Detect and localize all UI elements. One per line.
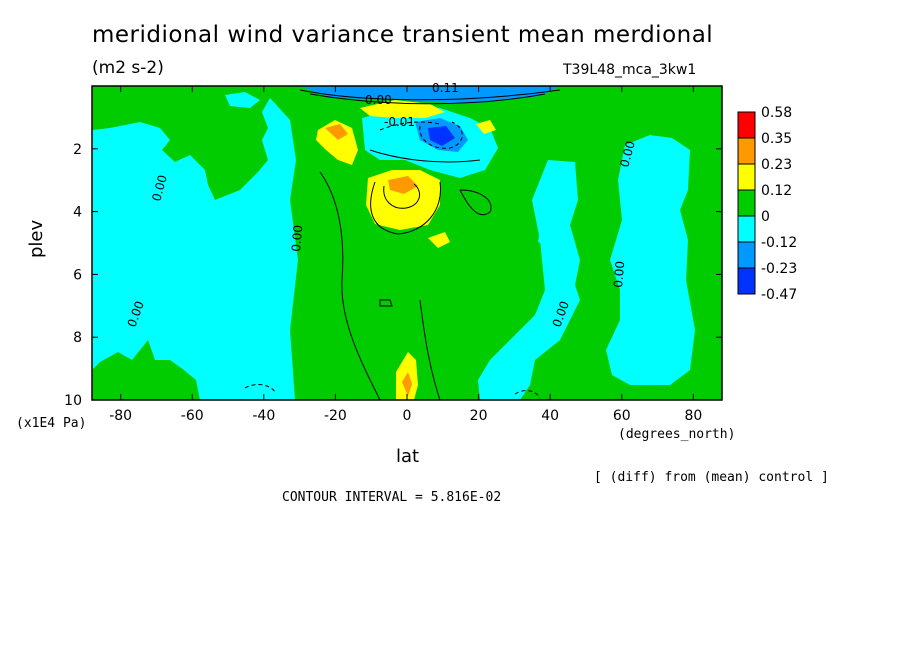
region-nh-negative-right (606, 135, 695, 385)
contour-line (419, 121, 463, 149)
chart-units: (m2 s-2) (92, 58, 164, 78)
x-axis-label: lat (396, 446, 420, 467)
x-tick-label: 80 (684, 408, 702, 424)
x-tick-label: 20 (470, 408, 488, 424)
contour-lines (244, 89, 561, 401)
contour-label: 0.00 (617, 139, 637, 168)
colorbar-label: 0 (761, 209, 770, 225)
colorbar-label: 0.23 (761, 157, 792, 173)
x-tick-label: -60 (181, 408, 204, 424)
colorbar-label: -0.12 (761, 235, 797, 251)
x-axis: -80 -60 -40 -20 0 20 40 60 80 (109, 86, 702, 424)
contour-label: 0.00 (289, 224, 305, 252)
y-tick-label: 6 (73, 267, 82, 283)
x-tick-label: -40 (252, 408, 275, 424)
y-tick-label: 10 (64, 393, 82, 409)
colorbar-label: 0.35 (761, 131, 792, 147)
region-mid-positive (428, 232, 450, 248)
contour-label: 0.11 (432, 81, 459, 95)
region-tropical-positive (366, 170, 440, 230)
region-upper-min (428, 126, 455, 146)
y-tick-label: 4 (73, 205, 82, 221)
colorbar-swatch (737, 189, 756, 217)
region-nh-negative-spot (538, 230, 552, 246)
run-id: T39L48_mca_3kw1 (563, 62, 697, 78)
contour-line (299, 89, 561, 101)
colorbar-swatch (737, 163, 756, 191)
contour-label: 0.00 (611, 260, 627, 288)
colorbar-label: -0.47 (761, 287, 797, 303)
x-tick-label: 40 (541, 408, 559, 424)
colorbar-swatch (737, 111, 756, 139)
contour-line (319, 171, 381, 401)
contour-line (459, 189, 492, 216)
colorbar-swatch (737, 215, 756, 243)
y-axis-units: (x1E4 Pa) (16, 416, 87, 431)
x-axis-units: (degrees_north) (618, 427, 736, 442)
y-tick-label: 8 (73, 330, 82, 346)
region-nh-upper-positive (476, 120, 496, 134)
contour-interval: CONTOUR INTERVAL = 5.816E-02 (282, 490, 502, 505)
colorbar: 0.58 0.35 0.23 0.12 0 -0.12 -0.23 -0.47 (737, 105, 797, 303)
region-sh-negative-top (225, 92, 260, 108)
colorbar-swatch (737, 267, 756, 295)
x-tick-label: -20 (324, 408, 347, 424)
chart-title: meridional wind variance transient mean … (92, 22, 714, 48)
contour-line (514, 390, 541, 399)
contour-label: 0.00 (365, 93, 392, 107)
contour-line (383, 183, 421, 209)
region-upper-positive (360, 100, 445, 118)
x-tick-label: -80 (109, 408, 132, 424)
contour-line (370, 181, 442, 235)
contour-label: 0.00 (149, 173, 169, 202)
region-sh-upper-positive (316, 120, 358, 165)
contour-line (369, 149, 481, 163)
region-sh-negative (92, 98, 298, 400)
plot-area: 0.00 0.00 0.00 0.00 0.00 0.00 0.00 -0.01… (91, 81, 723, 401)
region-tropical-max (388, 176, 418, 194)
x-tick-label: 60 (613, 408, 631, 424)
x-tick-label: 0 (403, 408, 412, 424)
region-surface-max (402, 372, 412, 396)
diff-note: [ (diff) from (mean) control ] (594, 470, 829, 485)
colorbar-swatch (737, 137, 756, 165)
contour-line (419, 299, 441, 401)
colorbar-label: 0.58 (761, 105, 792, 121)
y-axis: 2 4 6 8 10 (64, 142, 722, 409)
contour-label: -0.01 (384, 115, 415, 129)
y-tick-label: 2 (73, 142, 82, 158)
colorbar-swatch (737, 241, 756, 269)
region-sh-negative-edge (92, 130, 100, 175)
colorbar-label: -0.23 (761, 261, 797, 277)
contour-line (379, 121, 441, 131)
region-sh-upper-max (325, 124, 348, 140)
region-nh-negative (478, 160, 580, 400)
colorbar-label: 0.12 (761, 183, 792, 199)
contour-line (309, 93, 546, 105)
contour-line (379, 299, 393, 307)
contour-line (244, 384, 276, 393)
region-top-layer (300, 86, 560, 104)
